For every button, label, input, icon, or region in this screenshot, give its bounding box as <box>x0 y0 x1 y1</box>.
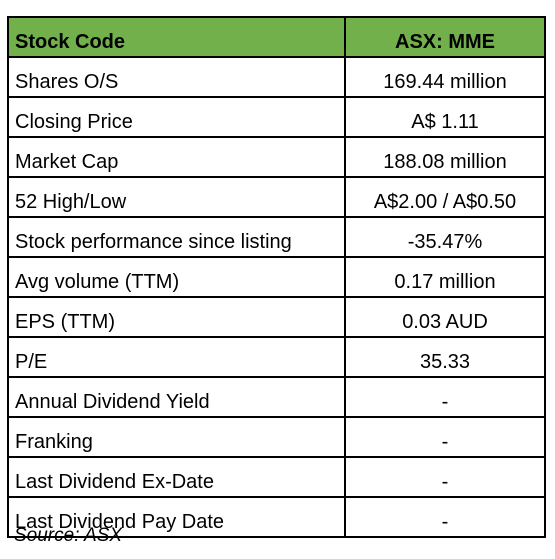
table-row: Closing Price A$ 1.11 <box>7 96 546 138</box>
row-label: Shares O/S <box>7 56 346 98</box>
table-row: Market Cap 188.08 million <box>7 136 546 178</box>
row-value: A$ 1.11 <box>344 96 546 138</box>
table-row: Stock performance since listing -35.47% <box>7 216 546 258</box>
row-label: Avg volume (TTM) <box>7 256 346 298</box>
row-label: Market Cap <box>7 136 346 178</box>
row-label: Last Dividend Ex-Date <box>7 456 346 498</box>
table-row: Franking - <box>7 416 546 458</box>
header-value: ASX: MME <box>344 16 546 58</box>
table-row: Last Dividend Pay Date - <box>7 496 546 538</box>
row-value: - <box>344 416 546 458</box>
row-value: - <box>344 496 546 538</box>
row-value: 0.17 million <box>344 256 546 298</box>
row-label: Stock performance since listing <box>7 216 346 258</box>
row-value: - <box>344 456 546 498</box>
row-label: 52 High/Low <box>7 176 346 218</box>
row-label: EPS (TTM) <box>7 296 346 338</box>
row-value: 0.03 AUD <box>344 296 546 338</box>
table-header-row: Stock Code ASX: MME <box>7 16 546 58</box>
row-label: Annual Dividend Yield <box>7 376 346 418</box>
table-row: 52 High/Low A$2.00 / A$0.50 <box>7 176 546 218</box>
row-value: 188.08 million <box>344 136 546 178</box>
row-label: Franking <box>7 416 346 458</box>
table-row: Last Dividend Ex-Date - <box>7 456 546 498</box>
stock-info-table: Stock Code ASX: MME Shares O/S 169.44 mi… <box>7 16 546 538</box>
row-value: 35.33 <box>344 336 546 378</box>
table-row: Shares O/S 169.44 million <box>7 56 546 98</box>
header-label: Stock Code <box>7 16 346 58</box>
row-label: P/E <box>7 336 346 378</box>
row-value: 169.44 million <box>344 56 546 98</box>
table-row: Annual Dividend Yield - <box>7 376 546 418</box>
table-row: Avg volume (TTM) 0.17 million <box>7 256 546 298</box>
table-row: P/E 35.33 <box>7 336 546 378</box>
row-value: A$2.00 / A$0.50 <box>344 176 546 218</box>
table-row: EPS (TTM) 0.03 AUD <box>7 296 546 338</box>
row-value: - <box>344 376 546 418</box>
source-note: Source: ASX <box>14 525 123 546</box>
row-label: Last Dividend Pay Date <box>7 496 346 538</box>
row-value: -35.47% <box>344 216 546 258</box>
row-label: Closing Price <box>7 96 346 138</box>
